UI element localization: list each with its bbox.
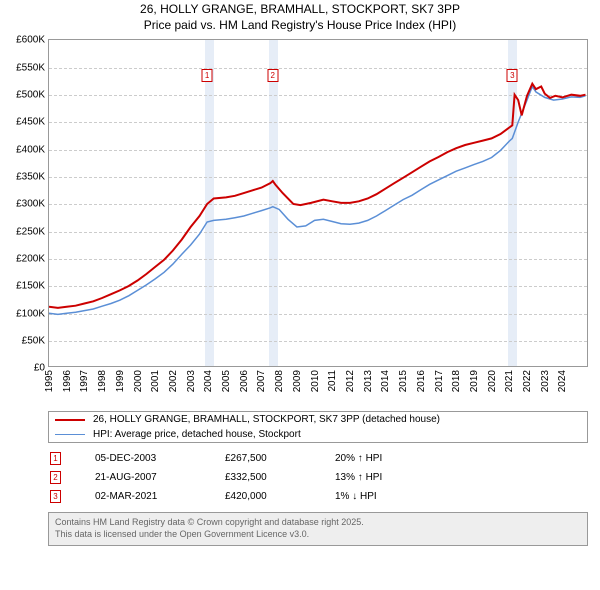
footer: Contains HM Land Registry data © Crown c… xyxy=(48,512,588,545)
x-tick-label: 2008 xyxy=(274,370,285,392)
x-tick-label: 2013 xyxy=(363,370,374,392)
sale-price: £267,500 xyxy=(225,453,335,464)
title-line1: 26, HOLLY GRANGE, BRAMHALL, STOCKPORT, S… xyxy=(0,2,600,18)
x-tick-label: 2011 xyxy=(327,370,338,392)
sale-row-marker: 1 xyxy=(50,452,61,465)
x-tick-label: 2012 xyxy=(345,370,356,392)
footer-line2: This data is licensed under the Open Gov… xyxy=(55,529,581,541)
sale-row: 1 05-DEC-2003£267,50020% ↑ HPI xyxy=(48,449,588,468)
x-tick-label: 1999 xyxy=(115,370,126,392)
x-tick-label: 2006 xyxy=(239,370,250,392)
sales-table: 1 05-DEC-2003£267,50020% ↑ HPI 2 21-AUG-200… xyxy=(48,449,588,506)
footer-line1: Contains HM Land Registry data © Crown c… xyxy=(55,517,581,529)
sale-marker-2: 2 xyxy=(267,69,278,82)
sale-marker-1: 1 xyxy=(202,69,213,82)
y-tick-label: £550K xyxy=(16,62,45,73)
series-price_paid xyxy=(49,84,586,308)
legend-swatch xyxy=(55,434,85,436)
sale-date: 05-DEC-2003 xyxy=(95,453,225,464)
x-tick-label: 2002 xyxy=(168,370,179,392)
x-tick-label: 2001 xyxy=(150,370,161,392)
y-tick-label: £350K xyxy=(16,171,45,182)
x-tick-label: 2005 xyxy=(221,370,232,392)
x-tick-label: 2022 xyxy=(522,370,533,392)
x-tick-label: 2021 xyxy=(504,370,515,392)
x-tick-label: 1998 xyxy=(97,370,108,392)
sale-delta: 13% ↑ HPI xyxy=(335,472,588,483)
x-tick-label: 2019 xyxy=(469,370,480,392)
x-tick-label: 2003 xyxy=(186,370,197,392)
chart-area: £0£50K£100K£150K£200K£250K£300K£350K£400… xyxy=(48,39,592,367)
sale-price: £332,500 xyxy=(225,472,335,483)
y-tick-label: £100K xyxy=(16,308,45,319)
chart-title: 26, HOLLY GRANGE, BRAMHALL, STOCKPORT, S… xyxy=(0,0,600,33)
y-tick-label: £300K xyxy=(16,199,45,210)
x-tick-label: 2000 xyxy=(133,370,144,392)
legend-swatch xyxy=(55,419,85,421)
x-tick-label: 1995 xyxy=(44,370,55,392)
y-tick-label: £200K xyxy=(16,253,45,264)
sale-date: 02-MAR-2021 xyxy=(95,491,225,502)
x-tick-label: 2010 xyxy=(310,370,321,392)
sale-delta: 20% ↑ HPI xyxy=(335,453,588,464)
y-tick-label: £50K xyxy=(22,335,45,346)
x-tick-label: 1997 xyxy=(79,370,90,392)
legend-item: HPI: Average price, detached house, Stoc… xyxy=(49,427,587,442)
series-svg xyxy=(49,40,589,368)
title-line2: Price paid vs. HM Land Registry's House … xyxy=(0,18,600,34)
sale-row: 2 21-AUG-2007£332,50013% ↑ HPI xyxy=(48,468,588,487)
y-tick-label: £450K xyxy=(16,117,45,128)
legend-item: 26, HOLLY GRANGE, BRAMHALL, STOCKPORT, S… xyxy=(49,412,587,427)
x-tick-label: 2017 xyxy=(434,370,445,392)
legend-label: HPI: Average price, detached house, Stoc… xyxy=(93,429,301,440)
x-tick-label: 2016 xyxy=(416,370,427,392)
sale-delta: 1% ↓ HPI xyxy=(335,491,588,502)
x-tick-label: 2023 xyxy=(540,370,551,392)
x-tick-label: 2024 xyxy=(557,370,568,392)
sale-price: £420,000 xyxy=(225,491,335,502)
y-tick-label: £400K xyxy=(16,144,45,155)
x-tick-label: 2014 xyxy=(380,370,391,392)
sale-row: 3 02-MAR-2021£420,0001% ↓ HPI xyxy=(48,487,588,506)
y-tick-label: £600K xyxy=(16,35,45,46)
y-tick-label: £150K xyxy=(16,281,45,292)
sale-date: 21-AUG-2007 xyxy=(95,472,225,483)
x-tick-label: 1996 xyxy=(62,370,73,392)
x-tick-label: 2015 xyxy=(398,370,409,392)
plot-region: £0£50K£100K£150K£200K£250K£300K£350K£400… xyxy=(48,39,588,367)
x-tick-label: 2007 xyxy=(256,370,267,392)
x-tick-label: 2004 xyxy=(203,370,214,392)
y-tick-label: £250K xyxy=(16,226,45,237)
sale-row-marker: 3 xyxy=(50,490,61,503)
legend-label: 26, HOLLY GRANGE, BRAMHALL, STOCKPORT, S… xyxy=(93,414,440,425)
x-tick-label: 2018 xyxy=(451,370,462,392)
sale-row-marker: 2 xyxy=(50,471,61,484)
x-tick-label: 2020 xyxy=(487,370,498,392)
y-tick-label: £500K xyxy=(16,89,45,100)
sale-marker-3: 3 xyxy=(507,69,518,82)
legend: 26, HOLLY GRANGE, BRAMHALL, STOCKPORT, S… xyxy=(48,411,588,443)
x-tick-label: 2009 xyxy=(292,370,303,392)
